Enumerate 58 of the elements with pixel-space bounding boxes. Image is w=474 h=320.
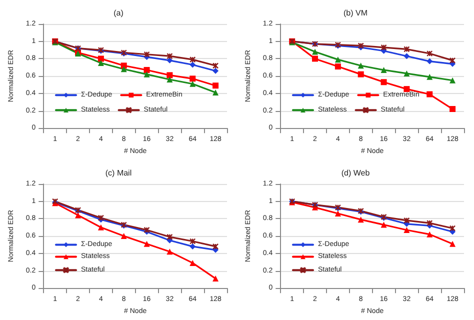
point (450, 106, 456, 112)
point (334, 210, 341, 216)
point (426, 231, 433, 238)
point (75, 212, 82, 218)
point (190, 56, 196, 63)
point (166, 72, 173, 78)
chart-title: (c) Mail (105, 168, 132, 178)
point (426, 58, 433, 64)
point (426, 91, 433, 98)
point (334, 56, 341, 63)
point (120, 66, 127, 72)
point (380, 44, 387, 51)
point (166, 76, 173, 83)
point (144, 240, 150, 247)
point (426, 50, 433, 57)
point (166, 248, 173, 255)
point (144, 66, 150, 73)
point (166, 52, 173, 60)
point (212, 68, 219, 74)
point (426, 220, 433, 226)
point (212, 90, 219, 96)
point (404, 70, 410, 76)
point (98, 60, 104, 66)
point (120, 233, 127, 240)
point (212, 82, 219, 89)
point (380, 222, 387, 228)
point (144, 71, 150, 78)
point (358, 71, 364, 78)
point (404, 217, 410, 224)
point (358, 62, 364, 69)
point (450, 77, 456, 84)
chart-title: (d) Web (341, 168, 370, 178)
point (190, 238, 196, 244)
point (98, 224, 104, 230)
point (358, 216, 364, 223)
point (404, 53, 410, 60)
point (404, 46, 410, 52)
point (312, 48, 318, 55)
point (190, 76, 196, 82)
point (426, 74, 433, 80)
point (144, 51, 150, 58)
point (190, 62, 196, 68)
point (404, 226, 410, 233)
point (120, 62, 127, 69)
point (166, 234, 173, 240)
point (380, 79, 387, 86)
point (212, 276, 219, 282)
point (190, 260, 196, 266)
point (190, 243, 196, 250)
point (450, 240, 456, 247)
point (166, 57, 173, 64)
point (334, 64, 341, 70)
point (380, 66, 387, 73)
chart-title: (b) VM (344, 8, 368, 18)
chart-title: (a) (114, 8, 124, 18)
point (190, 80, 196, 87)
point (98, 56, 104, 62)
point (312, 56, 318, 62)
